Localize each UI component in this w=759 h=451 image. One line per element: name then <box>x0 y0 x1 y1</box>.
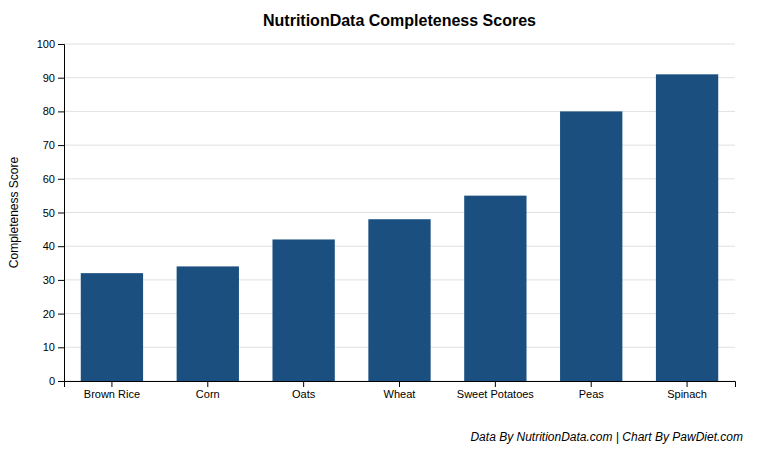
axis-line <box>65 382 736 388</box>
tick-mark <box>58 314 64 315</box>
tick-mark <box>58 213 64 214</box>
tick: Brown Rice <box>84 381 140 400</box>
tick-mark <box>58 145 64 146</box>
tick-mark <box>58 347 64 348</box>
bar <box>656 74 718 381</box>
tick-mark <box>58 179 64 180</box>
bars <box>81 74 718 381</box>
title: NutritionData Completeness Scores <box>263 12 536 29</box>
tick-mark <box>111 381 112 387</box>
tick-label: Spinach <box>667 388 707 400</box>
y-axis-title: Completeness Score <box>7 156 21 268</box>
tick-label: 10 <box>43 341 55 353</box>
grid-line <box>64 145 735 146</box>
grid-line <box>64 77 735 78</box>
tick-label: Brown Rice <box>84 388 140 400</box>
grid-line <box>64 44 735 45</box>
tick: Peas <box>579 381 605 400</box>
grid-line <box>64 111 735 112</box>
tick-label: Corn <box>196 388 220 400</box>
tick-label: 70 <box>43 139 55 151</box>
tick: 80 <box>43 105 64 117</box>
tick: 20 <box>43 308 64 320</box>
tick-mark <box>58 381 64 382</box>
tick: 50 <box>43 207 64 219</box>
tick-mark <box>687 381 688 387</box>
grid-line <box>64 178 735 179</box>
footnote: Data By NutritionData.com | Chart By Paw… <box>470 430 743 444</box>
tick-mark <box>58 44 64 45</box>
y-axis: 0 10 20 30 40 50 60 70 80 90 100 <box>37 38 65 387</box>
tick-mark <box>207 381 208 387</box>
bar <box>272 239 334 381</box>
bar <box>81 273 143 381</box>
chart: 0 10 20 30 40 50 60 70 80 90 100 Brown Rice Corn Oats… <box>0 0 759 451</box>
tick: Corn <box>196 381 220 400</box>
bar <box>177 266 239 381</box>
plot: 0 10 20 30 40 50 60 70 80 90 100 Brown Rice Corn Oats… <box>37 38 736 400</box>
tick-label: 30 <box>43 274 55 286</box>
tick: 10 <box>43 341 64 353</box>
tick-mark <box>399 381 400 387</box>
tick-label: Peas <box>579 388 605 400</box>
tick-mark <box>495 381 496 387</box>
tick: 30 <box>43 274 64 286</box>
grid-line <box>64 212 735 213</box>
x-axis: Brown Rice Corn Oats Wheat Sweet Potatoes Pea… <box>65 381 736 400</box>
tick-label: 100 <box>37 38 55 50</box>
tick: 90 <box>43 72 64 84</box>
tick-label: Wheat <box>384 388 416 400</box>
tick-label: 60 <box>43 173 55 185</box>
tick-mark <box>303 381 304 387</box>
bar <box>464 196 526 381</box>
tick-label: 40 <box>43 240 55 252</box>
grid <box>64 44 735 381</box>
tick-label: 0 <box>49 375 55 387</box>
tick-mark <box>58 111 64 112</box>
tick-label: 50 <box>43 207 55 219</box>
tick: Wheat <box>384 381 416 400</box>
tick: 0 <box>49 375 64 387</box>
tick: 100 <box>37 38 64 50</box>
bar <box>368 219 430 381</box>
axis-line <box>58 45 65 382</box>
tick: 40 <box>43 240 64 252</box>
tick-label: 20 <box>43 308 55 320</box>
tick-label: 80 <box>43 105 55 117</box>
tick-mark <box>58 246 64 247</box>
tick-label: Sweet Potatoes <box>457 388 535 400</box>
bar <box>560 111 622 381</box>
tick: 70 <box>43 139 64 151</box>
tick-mark <box>591 381 592 387</box>
tick: 60 <box>43 173 64 185</box>
tick-mark <box>58 280 64 281</box>
tick: Sweet Potatoes <box>457 381 535 400</box>
tick-mark <box>58 78 64 79</box>
tick: Spinach <box>667 381 707 400</box>
tick: Oats <box>292 381 316 400</box>
tick-label: 90 <box>43 72 55 84</box>
tick-label: Oats <box>292 388 316 400</box>
